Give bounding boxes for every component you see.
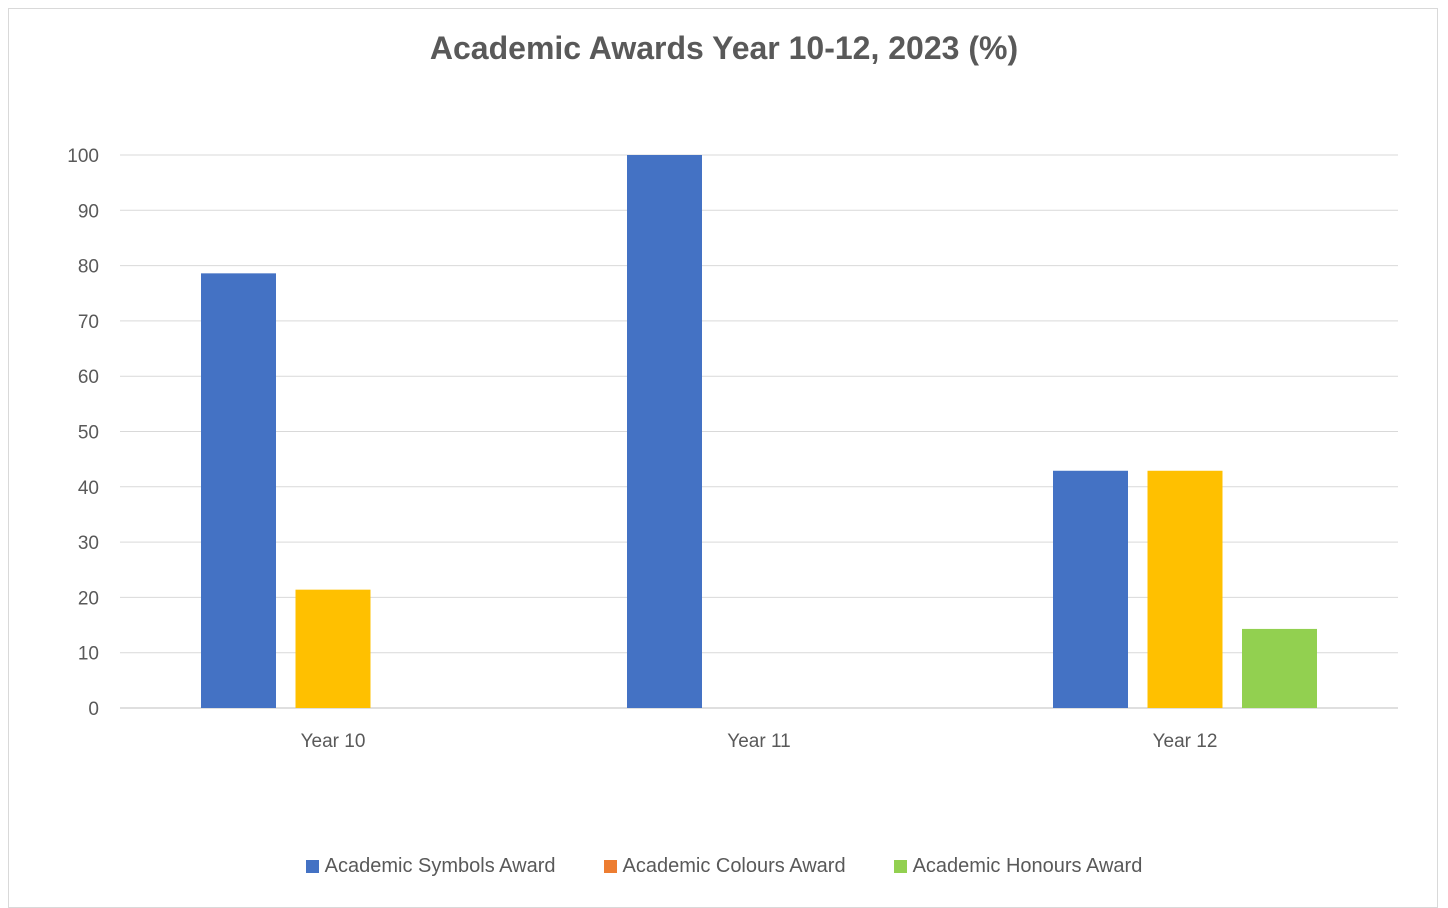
legend: Academic Symbols Award Academic Colours A…	[0, 855, 1448, 878]
bar-academic-symbols-award-year-11	[627, 155, 702, 708]
y-tick-label: 50	[78, 423, 99, 444]
legend-item: Academic Honours Award	[893, 855, 1143, 878]
y-axis-ticks: 0 10 20 30 40 50 60 70 80 90 100	[67, 146, 99, 720]
x-tick-label: Year 11	[727, 731, 790, 752]
x-axis-ticks: Year 10 Year 11 Year 12	[301, 731, 1218, 752]
legend-item: Academic Colours Award	[603, 855, 846, 878]
y-tick-label: 80	[78, 257, 99, 278]
legend-label: Academic Colours Award	[622, 855, 846, 877]
y-tick-label: 10	[78, 644, 99, 665]
y-tick-label: 60	[78, 367, 99, 388]
bar-academic-symbols-award-year-10	[201, 273, 276, 708]
y-tick-label: 90	[78, 201, 99, 222]
legend-label: Academic Honours Award	[912, 855, 1143, 877]
y-tick-label: 0	[88, 699, 99, 720]
bar-academic-colours-award-year-12	[1147, 470, 1223, 708]
y-tick-label: 30	[78, 533, 99, 554]
x-tick-label: Year 10	[301, 731, 366, 752]
bar-academic-honours-award-year-12	[1242, 628, 1317, 708]
legend-item: Academic Symbols Award	[305, 855, 556, 878]
y-tick-label: 70	[78, 312, 99, 333]
y-tick-label: 100	[67, 146, 99, 167]
bar-academic-symbols-award-year-12	[1053, 470, 1128, 708]
legend-label: Academic Symbols Award	[324, 855, 556, 877]
bar-academic-colours-award-year-10	[295, 589, 371, 708]
legend-swatch	[305, 860, 319, 873]
y-tick-label: 40	[78, 478, 99, 499]
chart-title: Academic Awards Year 10-12, 2023 (%)	[429, 30, 1019, 66]
bars	[201, 155, 1317, 708]
x-tick-label: Year 12	[1153, 731, 1218, 752]
legend-swatch	[603, 860, 617, 873]
y-tick-label: 20	[78, 588, 99, 609]
legend-swatch	[893, 860, 907, 873]
